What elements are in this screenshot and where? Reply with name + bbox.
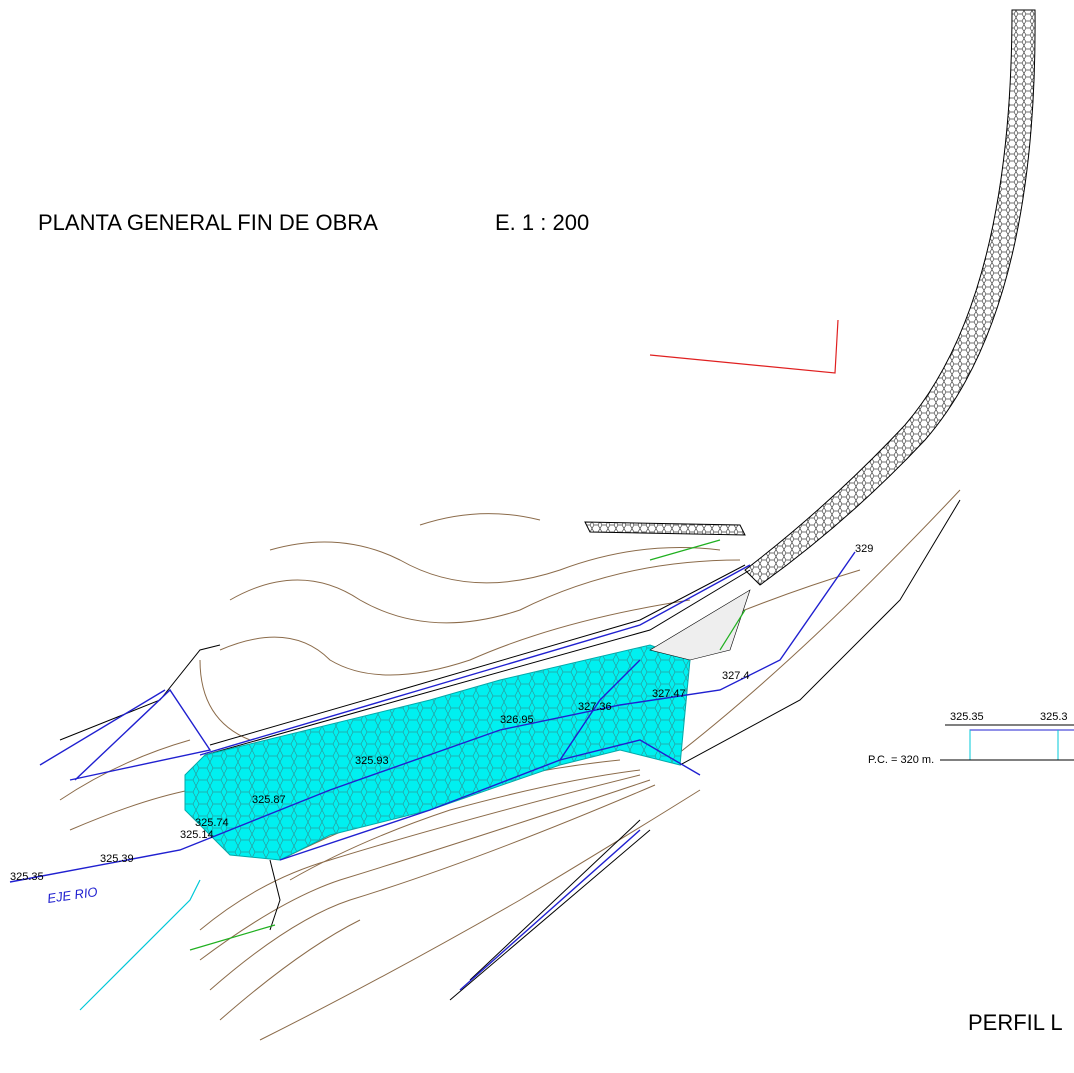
elevation: 325.35 xyxy=(10,871,44,883)
wall xyxy=(584,521,746,536)
profile-label: 325.3 xyxy=(1040,711,1068,723)
profile-reference: P.C. = 320 m. xyxy=(868,754,934,766)
linework xyxy=(59,499,961,1001)
elevation: 329 xyxy=(855,543,873,555)
profile-label: 325.35 xyxy=(950,711,984,723)
elevation: 327.4 xyxy=(722,670,750,682)
river-axis-label: EJE RIO xyxy=(46,884,98,906)
elevation: 327.36 xyxy=(578,701,612,713)
elevation: 325.74 xyxy=(195,817,229,829)
elevation: 325.14 xyxy=(180,829,214,841)
road-band xyxy=(744,9,1036,586)
cyan-line xyxy=(79,879,201,1011)
elevations: 325.35 325.39 325.14 325.74 325.87 325.9… xyxy=(10,543,873,883)
elevation: 325.87 xyxy=(252,794,286,806)
red-line xyxy=(649,319,839,374)
elevation: 326.95 xyxy=(500,714,534,726)
profile: 325.35 325.3 P.C. = 320 m. PERFIL L xyxy=(868,711,1074,1035)
green-line xyxy=(189,539,746,951)
elevation: 325.39 xyxy=(100,853,134,865)
contours xyxy=(59,489,961,1041)
river-lines xyxy=(9,551,856,991)
scale: E. 1 : 200 xyxy=(495,210,589,235)
title: PLANTA GENERAL FIN DE OBRA xyxy=(38,210,378,235)
elevation: 327.47 xyxy=(652,688,686,700)
elevation: 325.93 xyxy=(355,755,389,767)
profile-title: PERFIL L xyxy=(968,1010,1063,1035)
